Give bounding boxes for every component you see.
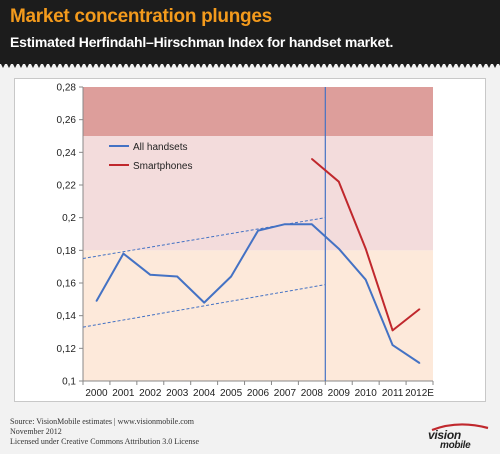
x-tick-label: 2008 bbox=[301, 388, 324, 399]
data-point bbox=[284, 223, 286, 225]
x-tick-label: 2010 bbox=[355, 388, 378, 399]
x-tick-label: 2006 bbox=[247, 388, 270, 399]
data-point bbox=[203, 301, 205, 304]
background-band-0 bbox=[83, 250, 433, 381]
chart-panel: 0,1 0,12 0,14 0,16 0,18 0,2 0,22 0,24 0,26 0,28 20… bbox=[14, 78, 486, 402]
data-point bbox=[391, 344, 394, 346]
x-tick-label: 2011 bbox=[382, 388, 404, 399]
y-tick-label: 0,14 bbox=[57, 311, 77, 322]
background-band-1 bbox=[83, 136, 433, 251]
x-tick-label: 2002 bbox=[139, 388, 162, 399]
x-tick-label: 2004 bbox=[193, 388, 216, 399]
data-point bbox=[122, 252, 125, 255]
footer: Source: VisionMobile estimates | www.vis… bbox=[10, 417, 199, 447]
x-tick-label: 2001 bbox=[112, 388, 135, 399]
y-tick-label: 0,18 bbox=[57, 246, 77, 257]
data-point bbox=[391, 329, 394, 332]
x-tick-label: 2003 bbox=[166, 388, 189, 399]
data-point bbox=[364, 278, 367, 281]
data-point bbox=[95, 300, 98, 302]
data-point bbox=[337, 180, 340, 183]
header-sawtooth-edge bbox=[0, 62, 500, 68]
y-tick-label: 0,1 bbox=[62, 377, 76, 388]
x-tick-label: 2007 bbox=[274, 388, 297, 399]
trendline-0 bbox=[82, 217, 326, 259]
license-text: Licensed under Creative Commons Attribut… bbox=[10, 437, 200, 446]
y-tick-label: 0,22 bbox=[57, 181, 77, 192]
legend-label: Smartphones bbox=[133, 161, 192, 172]
data-point bbox=[418, 362, 421, 364]
chart-subtitle: Estimated Herfindahl–Hirschman Index for… bbox=[10, 34, 394, 50]
y-tick-label: 0,16 bbox=[57, 279, 77, 290]
logo-word-1: vision bbox=[428, 428, 461, 442]
data-point bbox=[311, 158, 313, 160]
data-point bbox=[311, 223, 313, 225]
x-tick-label: 2005 bbox=[220, 388, 243, 399]
y-tick-label: 0,2 bbox=[62, 213, 76, 224]
header-bar: Market concentration plunges Estimated H… bbox=[0, 0, 500, 64]
x-tick-label: 2000 bbox=[85, 388, 108, 399]
logo-swoosh-icon bbox=[431, 423, 489, 432]
data-point bbox=[230, 275, 232, 278]
chart-title: Market concentration plunges bbox=[10, 6, 272, 27]
data-point bbox=[364, 247, 367, 250]
date-text: November 2012 bbox=[10, 427, 62, 436]
data-point bbox=[149, 274, 152, 276]
data-point bbox=[257, 229, 259, 232]
trendline-1 bbox=[82, 284, 326, 328]
x-tick-label: 2009 bbox=[328, 388, 351, 399]
x-tick-label: 2012E bbox=[405, 388, 434, 399]
y-tick-label: 0,26 bbox=[57, 115, 77, 126]
visionmobile-logo: vision mobile bbox=[428, 422, 494, 452]
y-tick-label: 0,28 bbox=[57, 83, 77, 94]
logo-word-2: mobile bbox=[440, 440, 471, 451]
data-point bbox=[418, 308, 421, 310]
chart-plot: 0,1 0,12 0,14 0,16 0,18 0,2 0,22 0,24 0,26 0,28 20… bbox=[57, 83, 435, 400]
data-point bbox=[176, 275, 179, 278]
y-tick-label: 0,24 bbox=[57, 148, 77, 159]
source-text: Source: VisionMobile estimates | www.vis… bbox=[10, 417, 194, 426]
y-tick-label: 0,12 bbox=[57, 344, 77, 355]
background-band-2 bbox=[83, 87, 433, 136]
legend-label: All handsets bbox=[133, 142, 187, 153]
data-point bbox=[337, 247, 340, 250]
